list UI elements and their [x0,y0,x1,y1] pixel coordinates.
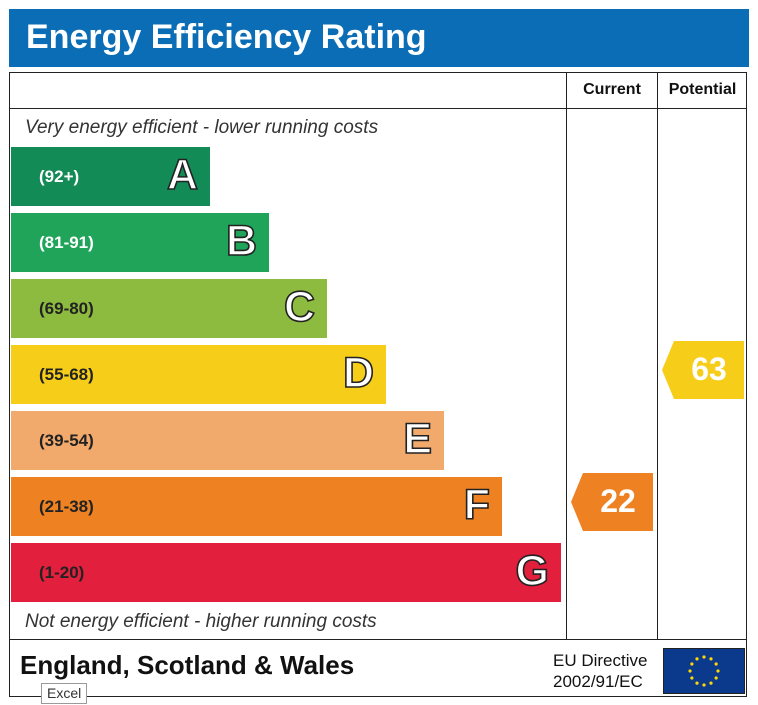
footer-region: England, Scotland & Wales [20,650,355,680]
band-letter: B [225,216,258,266]
current-column-divider [566,72,567,640]
potential-rating-arrow [662,341,744,399]
footer-divider [9,639,747,640]
band-range-label: (69-80) [39,299,94,318]
current-rating-arrow [571,473,653,531]
header-divider [9,108,747,109]
band-letter: D [342,348,375,398]
band-range-label: (55-68) [39,365,94,384]
band-letter: E [403,414,433,464]
band-d: (55-68) D [11,345,386,404]
eu-directive-line2: 2002/91/EC [553,672,643,691]
potential-column-header: Potential [668,81,737,98]
current-rating-value: 22 [600,483,636,519]
eu-flag-icon [663,648,745,694]
excel-badge[interactable]: Excel [41,683,88,704]
eu-directive-line1: EU Directive [553,651,648,670]
band-e: (39-54) E [11,411,444,470]
band-g: (1-20) G [11,543,561,602]
band-c: (69-80) C [11,279,327,338]
band-range-label: (39-54) [39,431,94,450]
chart-title: Energy Efficiency Rating [26,18,427,56]
band-a: (92+) A [11,147,210,206]
band-range-label: (21-38) [39,497,94,516]
title-bar: Energy Efficiency Rating [9,9,749,67]
bottom-note: Not energy efficient - higher running co… [25,611,377,632]
rating-panel [9,72,747,697]
band-range-label: (81-91) [39,233,94,252]
band-letter: F [463,480,491,530]
band-letter: C [283,282,316,332]
current-column-header: Current [583,81,641,98]
band-letter: A [166,150,199,200]
potential-column-divider [657,72,658,640]
band-f: (21-38) F [11,477,502,536]
potential-rating-value: 63 [691,351,727,387]
band-b: (81-91) B [11,213,269,272]
top-note: Very energy efficient - lower running co… [25,117,379,138]
band-letter: G [515,546,550,596]
band-range-label: (92+) [39,167,80,186]
band-range-label: (1-20) [39,563,85,582]
